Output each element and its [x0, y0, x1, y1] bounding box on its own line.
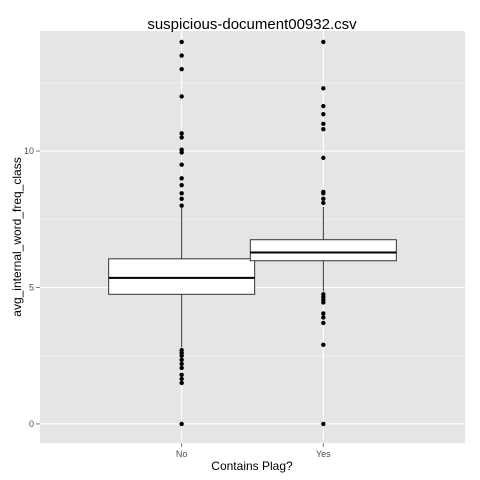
outlier-point: [179, 376, 184, 382]
outlier-point: [179, 147, 184, 152]
outlier-point: [179, 39, 184, 45]
outlier-point: [321, 103, 326, 109]
outlier-point: [179, 421, 184, 427]
x-axis: No Yes: [176, 443, 331, 459]
outlier-point: [321, 127, 326, 132]
outlier-point: [321, 315, 326, 320]
outlier-point: [179, 365, 184, 371]
outlier-point: [321, 311, 326, 316]
y-tick-label: 0: [29, 419, 34, 429]
outlier-point: [179, 357, 184, 362]
outlier-point: [179, 94, 184, 99]
outliers-layer: [179, 39, 326, 427]
outlier-point: [179, 131, 184, 136]
outlier-point: [179, 196, 184, 202]
x-tick-label: No: [176, 449, 188, 459]
outlier-point: [179, 135, 184, 140]
outlier-point: [179, 53, 184, 58]
outlier-point: [321, 342, 326, 347]
plot-panel: [40, 31, 465, 443]
outlier-point: [321, 189, 326, 195]
outlier-point: [321, 86, 326, 91]
outlier-point: [321, 320, 326, 326]
x-axis-title: Contains Plag?: [211, 459, 293, 473]
outlier-point: [179, 66, 184, 72]
y-axis-title: avg_internal_word_freq_class: [10, 157, 24, 316]
outlier-point: [179, 162, 184, 167]
y-tick-label: 10: [24, 146, 34, 156]
outlier-point: [321, 112, 326, 117]
outlier-point: [179, 191, 184, 196]
y-axis: 0 5 10: [24, 146, 40, 429]
y-tick-label: 5: [29, 282, 34, 292]
boxes-layer: [108, 205, 397, 348]
box-iqr: [249, 239, 397, 262]
outlier-point: [321, 421, 326, 427]
outlier-point: [179, 182, 184, 188]
outlier-point: [321, 155, 326, 161]
outlier-point: [321, 292, 326, 297]
box-yes: [249, 206, 397, 292]
outlier-point: [179, 203, 184, 208]
outlier-point: [321, 196, 326, 202]
x-tick-label: Yes: [316, 449, 331, 459]
outlier-point: [321, 121, 326, 126]
outlier-point: [179, 361, 184, 367]
outlier-point: [179, 348, 184, 353]
outlier-point: [179, 372, 184, 377]
box-no: [108, 205, 256, 348]
minor-gridlines: [40, 82, 465, 357]
chart-title: suspicious-document00932.csv: [147, 16, 357, 33]
outlier-point: [179, 176, 184, 181]
outlier-point: [321, 39, 326, 45]
outlier-point: [179, 380, 184, 386]
outlier-point: [321, 200, 326, 206]
box-iqr: [108, 258, 256, 295]
